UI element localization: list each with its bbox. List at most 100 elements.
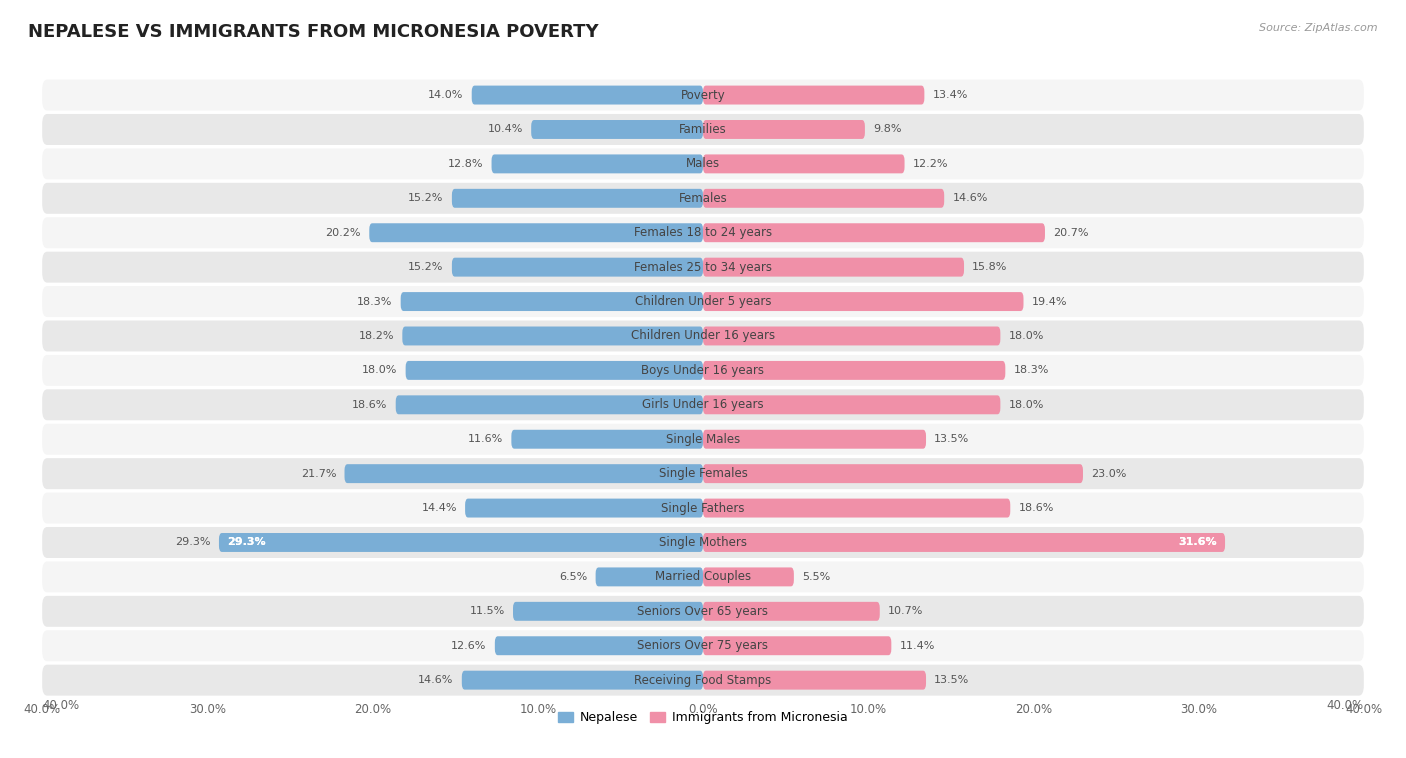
FancyBboxPatch shape — [703, 155, 904, 174]
Text: 12.6%: 12.6% — [451, 641, 486, 650]
FancyBboxPatch shape — [344, 464, 703, 483]
Text: 20.2%: 20.2% — [326, 227, 361, 238]
FancyBboxPatch shape — [42, 149, 1364, 180]
FancyBboxPatch shape — [42, 218, 1364, 248]
Text: Single Females: Single Females — [658, 467, 748, 480]
FancyBboxPatch shape — [42, 424, 1364, 455]
Text: 14.6%: 14.6% — [418, 675, 454, 685]
FancyBboxPatch shape — [42, 355, 1364, 386]
Text: 18.6%: 18.6% — [1018, 503, 1054, 513]
Text: 29.3%: 29.3% — [228, 537, 266, 547]
Text: Boys Under 16 years: Boys Under 16 years — [641, 364, 765, 377]
FancyBboxPatch shape — [703, 189, 945, 208]
FancyBboxPatch shape — [42, 493, 1364, 524]
Text: 19.4%: 19.4% — [1032, 296, 1067, 306]
FancyBboxPatch shape — [451, 189, 703, 208]
Text: 13.4%: 13.4% — [932, 90, 967, 100]
FancyBboxPatch shape — [703, 258, 965, 277]
FancyBboxPatch shape — [596, 568, 703, 587]
Text: Married Couples: Married Couples — [655, 571, 751, 584]
Text: 18.6%: 18.6% — [352, 399, 388, 410]
Text: 13.5%: 13.5% — [934, 434, 970, 444]
FancyBboxPatch shape — [703, 499, 1011, 518]
FancyBboxPatch shape — [42, 183, 1364, 214]
FancyBboxPatch shape — [461, 671, 703, 690]
Text: 18.0%: 18.0% — [1008, 331, 1045, 341]
Text: 9.8%: 9.8% — [873, 124, 901, 134]
Text: Girls Under 16 years: Girls Under 16 years — [643, 398, 763, 412]
Text: 20.7%: 20.7% — [1053, 227, 1088, 238]
Text: 15.2%: 15.2% — [408, 262, 444, 272]
FancyBboxPatch shape — [703, 464, 1083, 483]
Text: Seniors Over 75 years: Seniors Over 75 years — [637, 639, 769, 652]
FancyBboxPatch shape — [42, 596, 1364, 627]
Text: 18.0%: 18.0% — [1008, 399, 1045, 410]
FancyBboxPatch shape — [703, 568, 794, 587]
Text: 13.5%: 13.5% — [934, 675, 970, 685]
Text: 40.0%: 40.0% — [42, 699, 79, 712]
Text: 10.4%: 10.4% — [488, 124, 523, 134]
Text: 15.2%: 15.2% — [408, 193, 444, 203]
FancyBboxPatch shape — [703, 396, 1001, 415]
Text: Females 18 to 24 years: Females 18 to 24 years — [634, 226, 772, 240]
Text: 18.3%: 18.3% — [357, 296, 392, 306]
FancyBboxPatch shape — [512, 430, 703, 449]
FancyBboxPatch shape — [703, 327, 1001, 346]
Text: 23.0%: 23.0% — [1091, 468, 1126, 478]
FancyBboxPatch shape — [451, 258, 703, 277]
FancyBboxPatch shape — [42, 114, 1364, 145]
Text: 18.0%: 18.0% — [361, 365, 398, 375]
Text: Source: ZipAtlas.com: Source: ZipAtlas.com — [1260, 23, 1378, 33]
FancyBboxPatch shape — [401, 292, 703, 311]
Text: 14.4%: 14.4% — [422, 503, 457, 513]
Text: 18.2%: 18.2% — [359, 331, 394, 341]
Text: 29.3%: 29.3% — [176, 537, 211, 547]
Text: 29.3%: 29.3% — [228, 537, 266, 547]
FancyBboxPatch shape — [492, 155, 703, 174]
FancyBboxPatch shape — [42, 562, 1364, 593]
FancyBboxPatch shape — [42, 665, 1364, 696]
FancyBboxPatch shape — [703, 636, 891, 655]
Text: 11.4%: 11.4% — [900, 641, 935, 650]
Text: Children Under 5 years: Children Under 5 years — [634, 295, 772, 308]
Text: 11.5%: 11.5% — [470, 606, 505, 616]
Text: 14.6%: 14.6% — [952, 193, 988, 203]
Legend: Nepalese, Immigrants from Micronesia: Nepalese, Immigrants from Micronesia — [554, 706, 852, 729]
Text: 11.6%: 11.6% — [468, 434, 503, 444]
FancyBboxPatch shape — [703, 120, 865, 139]
Text: 31.6%: 31.6% — [1178, 537, 1216, 547]
Text: 12.8%: 12.8% — [447, 159, 484, 169]
FancyBboxPatch shape — [465, 499, 703, 518]
FancyBboxPatch shape — [395, 396, 703, 415]
Text: 6.5%: 6.5% — [560, 572, 588, 582]
Text: Seniors Over 65 years: Seniors Over 65 years — [637, 605, 769, 618]
FancyBboxPatch shape — [703, 602, 880, 621]
FancyBboxPatch shape — [703, 361, 1005, 380]
Text: Males: Males — [686, 158, 720, 171]
Text: 21.7%: 21.7% — [301, 468, 336, 478]
Text: Receiving Food Stamps: Receiving Food Stamps — [634, 674, 772, 687]
Text: 10.7%: 10.7% — [889, 606, 924, 616]
FancyBboxPatch shape — [42, 321, 1364, 352]
FancyBboxPatch shape — [495, 636, 703, 655]
Text: Single Males: Single Males — [666, 433, 740, 446]
FancyBboxPatch shape — [42, 458, 1364, 489]
Text: NEPALESE VS IMMIGRANTS FROM MICRONESIA POVERTY: NEPALESE VS IMMIGRANTS FROM MICRONESIA P… — [28, 23, 599, 41]
FancyBboxPatch shape — [42, 286, 1364, 317]
Text: Single Mothers: Single Mothers — [659, 536, 747, 549]
Text: 31.6%: 31.6% — [1178, 537, 1216, 547]
Text: Children Under 16 years: Children Under 16 years — [631, 330, 775, 343]
FancyBboxPatch shape — [42, 527, 1364, 558]
FancyBboxPatch shape — [370, 224, 703, 243]
Text: Families: Families — [679, 123, 727, 136]
FancyBboxPatch shape — [531, 120, 703, 139]
FancyBboxPatch shape — [219, 533, 703, 552]
FancyBboxPatch shape — [703, 533, 1225, 552]
Text: 12.2%: 12.2% — [912, 159, 948, 169]
Text: Poverty: Poverty — [681, 89, 725, 102]
Text: 14.0%: 14.0% — [427, 90, 464, 100]
FancyBboxPatch shape — [703, 86, 924, 105]
FancyBboxPatch shape — [703, 292, 1024, 311]
Text: 40.0%: 40.0% — [1327, 699, 1364, 712]
FancyBboxPatch shape — [402, 327, 703, 346]
